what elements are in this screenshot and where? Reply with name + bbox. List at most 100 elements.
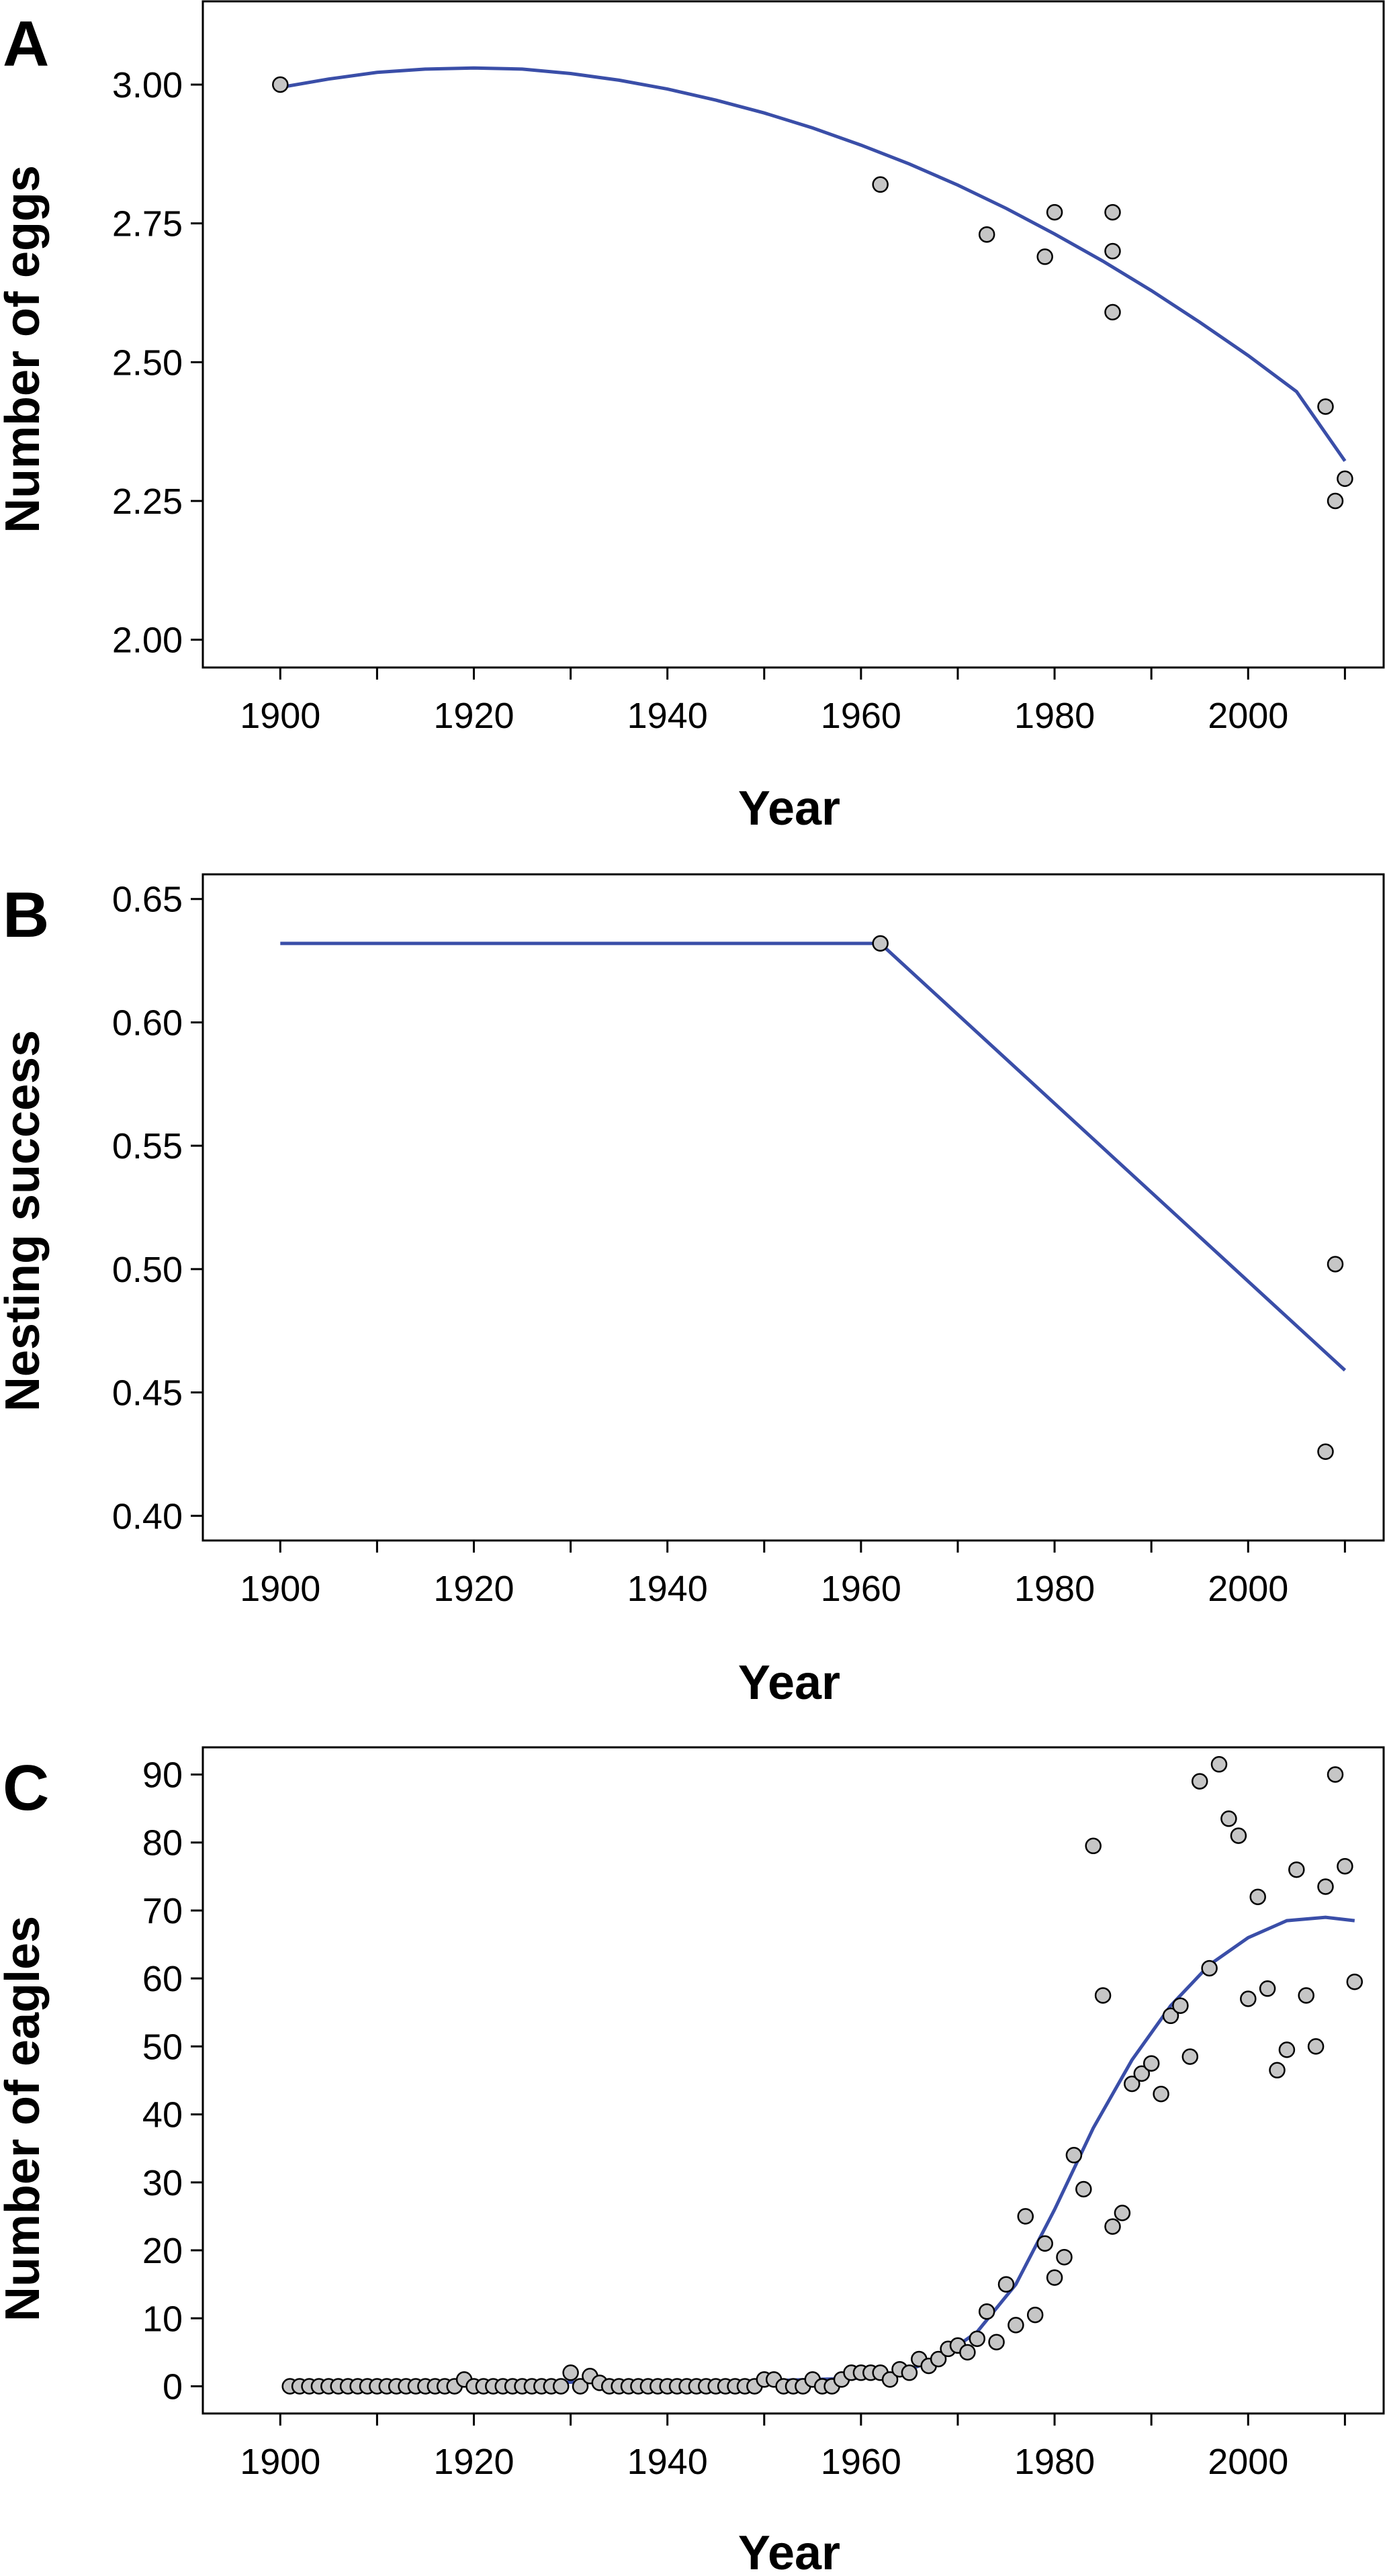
panel-c-data-point <box>1065 2147 1083 2164</box>
panel-c-ticks <box>191 1773 1346 2426</box>
panel-c-data-point <box>1143 2055 1160 2072</box>
panel-c-tick-labels: 1900 1920 1940 1960 1980 2000 0 10 20 30 40 50 60 70 8… <box>142 1755 1288 2482</box>
panel-c-x-tick-label: 1960 <box>821 2442 901 2482</box>
panel-c-data-point <box>978 2303 995 2320</box>
panel-a-data-point <box>872 176 889 193</box>
panel-a-x-tick-label: 1980 <box>1014 696 1095 736</box>
panel-a-y-tick-label: 2.50 <box>112 342 183 383</box>
panel-a-data-point <box>1104 203 1121 221</box>
panel-c-data-point <box>1085 1837 1102 1855</box>
panel-letter-b: B <box>3 879 49 951</box>
panel-a-data-point <box>272 76 289 93</box>
panel-b-x-tick-label: 1940 <box>627 1569 708 1609</box>
panel-c-x-tick-label: 2000 <box>1208 2442 1288 2482</box>
panel-c-data-point <box>1075 2180 1092 2198</box>
panel-c-fit-line <box>289 1915 1355 2388</box>
panel-a-plot-frame <box>202 0 1385 669</box>
panel-a: A Number of eggs Year 1900 1920 1940 1960 19… <box>0 0 1385 835</box>
panel-b: B Nesting success Year 1900 1920 1940 1960 1… <box>0 873 1385 1710</box>
panel-a-y-tick-label: 2.75 <box>112 204 183 244</box>
panel-a-y-tick-label: 3.00 <box>112 65 183 105</box>
panel-c-data-point <box>1036 2235 1053 2252</box>
panel-b-y-tick-label: 0.55 <box>112 1126 183 1166</box>
panel-c-data-point <box>1201 1960 1218 1977</box>
panel-c-y-tick-label: 20 <box>142 2231 183 2271</box>
panel-b-x-tick-label: 1980 <box>1014 1569 1095 1609</box>
panel-c-x-tick-label: 1900 <box>240 2442 320 2482</box>
panel-c-data-point <box>959 2344 976 2361</box>
panel-a-y-tick-label: 2.25 <box>112 481 183 522</box>
panel-a-x-tick-label: 1900 <box>240 696 320 736</box>
panel-c-x-tick-label: 1920 <box>433 2442 514 2482</box>
panel-c-data-point <box>1172 1997 1189 2014</box>
panel-b-data-point <box>1317 1443 1334 1460</box>
panel-c-data-point <box>562 2364 579 2381</box>
panel-letter-a: A <box>3 8 49 80</box>
panel-a-data-point <box>978 226 995 243</box>
panel-c-data-point <box>969 2330 986 2347</box>
panel-letter-c: C <box>3 1752 49 1824</box>
panel-c-data-point <box>552 2378 570 2395</box>
panel-c-x-tick-label: 1940 <box>627 2442 708 2482</box>
panel-a-data-point <box>1104 304 1121 321</box>
panel-b-x-tick-label: 1900 <box>240 1569 320 1609</box>
panel-b-fit-line <box>280 941 1347 1372</box>
panel-c-data-point <box>1153 2085 1169 2103</box>
panel-a-data-point <box>1327 492 1344 510</box>
panel-c-y-tick-label: 70 <box>142 1891 183 1931</box>
panel-c-y-tick-label: 60 <box>142 1959 183 1999</box>
panel-c-data-point <box>1240 1990 1257 2007</box>
panel-c-points <box>281 1756 1363 2395</box>
panel-b-x-tick-label: 2000 <box>1208 1569 1288 1609</box>
panel-c-data-point <box>1269 2062 1286 2079</box>
panel-c-plot-frame <box>202 1746 1385 2415</box>
panel-c-data-point <box>1017 2208 1034 2225</box>
panel-c-data-point <box>1026 2306 1044 2324</box>
panel-c-data-point <box>1346 1973 1363 1990</box>
panel-c-data-point <box>1220 1810 1237 1827</box>
panel-b-points <box>872 935 1344 1460</box>
panel-a-x-tick-label: 1940 <box>627 696 708 736</box>
panel-c-data-point <box>1278 2041 1296 2058</box>
panel-b-data-point <box>1327 1256 1344 1273</box>
panel-c-data-point <box>1249 1888 1266 1905</box>
panel-c-y-tick-label: 90 <box>142 1755 183 1795</box>
panel-c-data-point <box>881 2371 899 2388</box>
panel-b-ticks <box>191 898 1346 1553</box>
panel-c-data-point <box>1181 2048 1199 2065</box>
panel-a-x-tick-label: 1920 <box>433 696 514 736</box>
panel-c-data-point <box>988 2334 1005 2350</box>
panel-c-data-point <box>1114 2205 1131 2221</box>
panel-b-tick-labels: 1900 1920 1940 1960 1980 2000 0.40 0.45 0.50 0.55… <box>112 880 1288 1609</box>
panel-b-x-tick-label: 1960 <box>821 1569 901 1609</box>
panel-b-y-tick-label: 0.65 <box>112 880 183 920</box>
panel-c-x-axis-title: Year <box>738 2526 840 2576</box>
panel-a-data-point <box>1046 203 1063 221</box>
panel-a-x-tick-label: 1960 <box>821 696 901 736</box>
panel-c-data-point <box>1133 2065 1151 2082</box>
panel-b-y-tick-label: 0.40 <box>112 1496 183 1536</box>
panel-c-y-tick-label: 10 <box>142 2299 183 2339</box>
panel-c-data-point <box>1307 2038 1325 2055</box>
panel-c-data-point <box>1046 2269 1063 2286</box>
panel-c-x-tick-label: 1980 <box>1014 2442 1095 2482</box>
panel-c-data-point <box>901 2364 918 2381</box>
panel-b-y-tick-label: 0.50 <box>112 1250 183 1290</box>
panel-c-data-point <box>1210 1756 1228 1773</box>
panel-c-data-point <box>1230 1827 1247 1844</box>
panel-c-data-point <box>1327 1766 1344 1783</box>
panel-c-data-point <box>1259 1980 1276 1997</box>
panel-c-data-point <box>1124 2075 1140 2092</box>
panel-b-plot-frame <box>202 873 1385 1542</box>
panel-c-data-point <box>1191 1773 1208 1790</box>
panel-b-y-axis-title: Nesting success <box>0 1030 50 1412</box>
panel-c-y-tick-label: 30 <box>142 2163 183 2203</box>
panel-b-y-tick-label: 0.60 <box>112 1003 183 1043</box>
panel-a-x-tick-label: 2000 <box>1208 696 1288 736</box>
panel-a-data-point <box>1337 470 1353 488</box>
panel-a-ticks <box>191 83 1346 680</box>
panel-a-data-point <box>1317 398 1334 415</box>
panel-b-x-axis-title: Year <box>738 1656 840 1710</box>
panel-a-data-point <box>1104 242 1121 260</box>
